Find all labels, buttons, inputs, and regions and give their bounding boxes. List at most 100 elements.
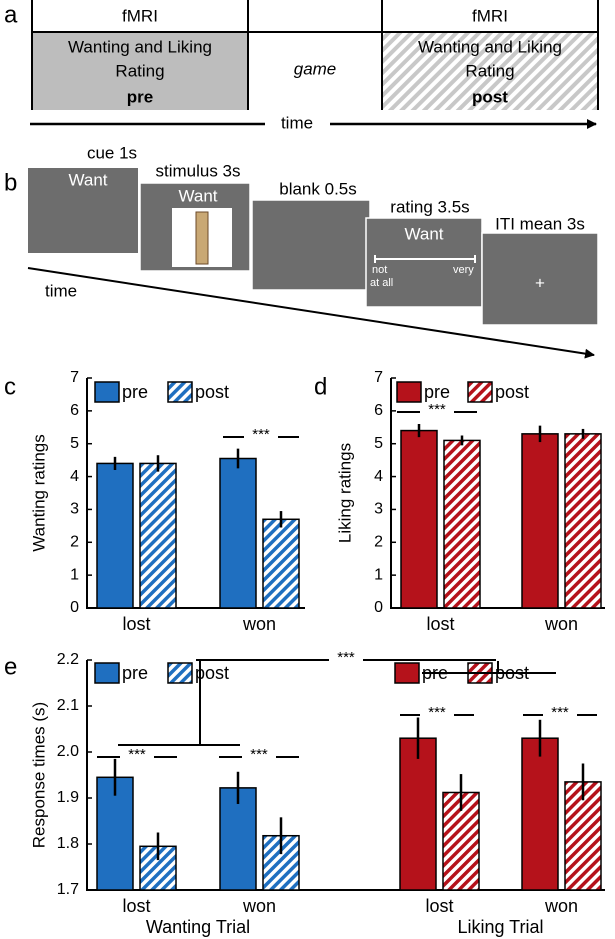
y-tick-label: 3 [70,501,79,518]
box-text: Rating [465,61,514,80]
screen [481,232,599,326]
legend-label: pre [122,382,148,402]
scale-label: not [372,264,387,276]
y-tick-label: 3 [374,501,383,518]
panel-label: e [4,653,17,680]
screen-text: Want [404,224,443,243]
panel-a: a fMRI fMRI Wanting and Liking Rating pr… [4,0,599,132]
bar [219,457,257,609]
y-tick-label: 2 [70,534,79,551]
panel-label: a [4,1,18,28]
screen-label: cue 1s [87,143,137,162]
x-tick-label: won [544,896,578,916]
header: fMRI [472,6,508,25]
x-tick-label: lost [122,614,150,634]
y-tick-label: 2.1 [57,697,79,714]
axis-label: time [281,113,313,132]
panel-b: b time cue 1s Want stimulus 3s Want blan… [4,143,599,359]
bar [521,737,559,891]
box-text: Wanting and Liking [418,37,562,56]
stimulus-object [195,211,209,265]
legend-swatch [396,381,422,403]
significance-label: *** [551,704,569,721]
legend-label: post [195,663,229,683]
significance-label: *** [128,746,146,763]
box-text: Rating [115,61,164,80]
panel-label: b [4,169,17,196]
legend-swatch [394,662,420,684]
bar [219,787,257,891]
panel-label: c [4,373,16,400]
y-axis-label: Liking ratings [335,443,354,543]
y-tick-label: 2.0 [57,743,79,760]
bar [399,737,437,891]
scale-label: at all [370,277,393,289]
group-label: Wanting Trial [146,917,250,937]
panel-label: d [314,373,327,400]
screen-label: ITI mean 3s [495,214,585,233]
x-tick-label: won [544,614,578,634]
header: fMRI [122,6,158,25]
y-tick-label: 1.7 [57,881,79,898]
screen [251,199,371,291]
y-tick-label: 1.8 [57,835,79,852]
bar [262,518,300,609]
y-tick-label: 1.9 [57,789,79,806]
y-tick-label: 5 [374,435,383,452]
significance-label: *** [252,426,270,443]
frame [31,0,599,110]
x-tick-label: won [242,896,276,916]
y-axis-label: Wanting ratings [29,434,48,551]
screen-label: stimulus 3s [155,161,240,180]
legend-swatch [167,662,193,684]
bar [400,429,438,609]
y-axis-label: Response times (s) [29,702,48,848]
legend-swatch [94,381,120,403]
axis-label: time [45,281,77,300]
box-text: pre [127,87,153,106]
rating-scale [374,255,476,263]
x-tick-label: lost [426,614,454,634]
significance-label: *** [337,649,355,666]
screen-text: Want [178,186,217,205]
y-tick-label: 1 [70,566,79,583]
legend-swatch [467,381,493,403]
significance-label: *** [428,401,446,418]
y-tick-label: 7 [70,369,79,386]
legend-label: pre [122,663,148,683]
x-tick-label: lost [425,896,453,916]
x-tick-label: won [242,614,276,634]
legend-swatch [167,381,193,403]
pre-box [32,32,248,110]
legend-label: post [495,382,529,402]
bar [139,462,177,609]
y-tick-label: 7 [374,369,383,386]
legend-label: pre [424,382,450,402]
screen-text: Want [68,170,107,189]
bar [564,433,602,609]
screen [28,168,138,253]
scale-label: very [453,264,474,276]
significance-label: *** [250,746,268,763]
middle-text: game [294,59,337,78]
group-bracket [118,661,556,746]
y-tick-label: 6 [70,402,79,419]
y-tick-label: 6 [374,402,383,419]
bar [521,433,559,609]
time-arrow [27,267,595,359]
group-label: Liking Trial [457,917,543,937]
bar [96,462,134,609]
box-text: post [472,87,508,106]
screen-text: + [535,273,545,292]
y-tick-label: 0 [374,599,383,616]
y-tick-label: 2 [374,534,383,551]
legend-swatch [94,662,120,684]
box-text: Wanting and Liking [68,37,212,56]
bar [96,776,134,891]
y-tick-label: 0 [70,599,79,616]
bar [443,439,481,609]
y-tick-label: 4 [70,468,79,485]
y-tick-label: 1 [374,566,383,583]
y-tick-label: 4 [374,468,383,485]
